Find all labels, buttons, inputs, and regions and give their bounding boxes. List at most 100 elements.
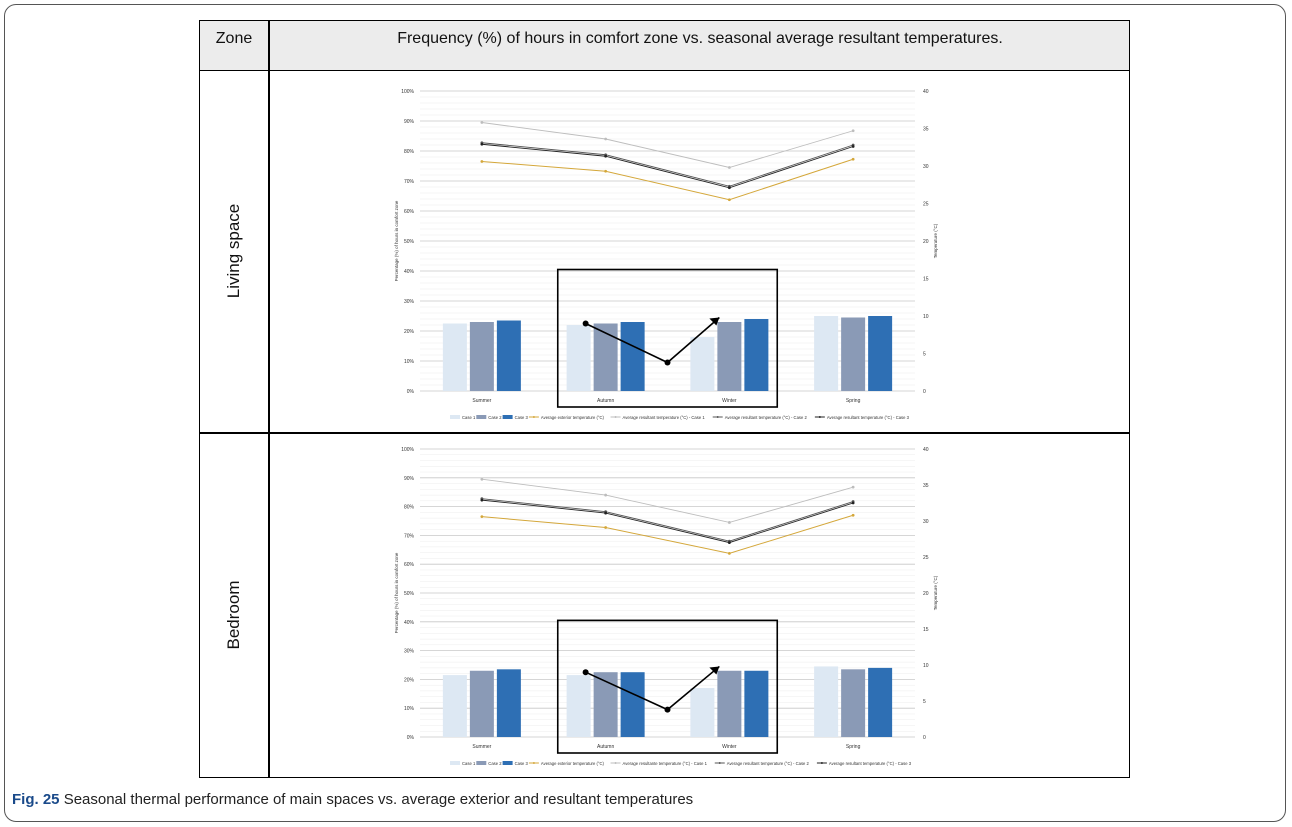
legend-label: Average resultant temperature (°C) - Cas… — [623, 415, 706, 420]
legend-swatch-dot — [818, 416, 821, 418]
bar-case-2 — [469, 322, 494, 391]
y-tick-label: 100% — [401, 447, 414, 453]
bar-case-1 — [814, 316, 839, 391]
y2-tick-label: 15 — [923, 277, 929, 283]
y-tick-label: 80% — [404, 505, 415, 511]
y2-tick-label: 35 — [923, 127, 929, 133]
y2-tick-label: 5 — [923, 352, 926, 358]
figure-caption: Fig. 25 Seasonal thermal performance of … — [12, 791, 693, 808]
legend-label: Average exterior temperature (°C) — [541, 415, 605, 420]
legend-swatch-dot — [716, 416, 719, 418]
caption-text: Seasonal thermal performance of main spa… — [63, 791, 694, 808]
series-point — [480, 498, 484, 502]
zone-label-living: Living space — [224, 203, 243, 299]
y2-tick-label: 10 — [923, 314, 929, 320]
y2-tick-label: 0 — [923, 735, 926, 741]
y-axis-title: Percentage (%) of hours in comfort zone — [394, 200, 399, 281]
bar-case-1 — [814, 666, 839, 737]
legend-label: Average resultante temperature (°C) - Ca… — [623, 761, 708, 766]
series-point — [851, 157, 855, 161]
bar-case-1 — [566, 325, 591, 391]
category-label: Summer — [472, 744, 491, 750]
series-point — [727, 198, 731, 202]
legend-swatch — [502, 761, 513, 765]
category-label: Autumn — [597, 744, 614, 750]
bar-case-2 — [469, 670, 494, 737]
series-point — [604, 169, 608, 173]
series-line — [481, 142, 854, 187]
category-label: Winter — [722, 744, 737, 750]
series-line — [481, 478, 854, 523]
legend-swatch-dot — [532, 762, 535, 764]
y-tick-label: 60% — [404, 562, 415, 568]
series-point — [604, 526, 608, 529]
legend-swatch — [450, 415, 460, 419]
bar-case-3 — [868, 667, 893, 737]
legend-label: Case 1 — [462, 415, 476, 420]
legend-label: Average resultant temperature (°C) - Cas… — [727, 761, 810, 766]
y-tick-label: 50% — [404, 239, 415, 245]
header-frequency: Frequency (%) of hours in comfort zone v… — [397, 30, 1003, 47]
annotation-arrowhead — [709, 317, 720, 326]
y-tick-label: 90% — [404, 476, 415, 482]
row-divider — [200, 432, 1129, 434]
y2-tick-label: 0 — [923, 389, 926, 395]
legend-swatch-dot — [532, 416, 535, 418]
series-point — [480, 142, 484, 146]
series-point — [604, 493, 608, 497]
y-axis-title: Percentage (%) of hours in comfort zone — [394, 552, 399, 633]
category-label: Spring — [846, 398, 861, 404]
annotation-arrowhead — [709, 666, 720, 675]
bar-case-3 — [744, 670, 769, 737]
y2-tick-label: 40 — [923, 89, 929, 95]
y2-tick-label: 20 — [923, 239, 929, 245]
legend-label: Case 1 — [462, 761, 476, 766]
bar-case-2 — [593, 323, 618, 391]
bar-case-2 — [841, 317, 866, 391]
series-point — [851, 513, 855, 517]
y-tick-label: 0% — [407, 735, 415, 741]
legend-swatch — [476, 415, 487, 419]
series-point — [480, 515, 484, 519]
series-line — [481, 499, 854, 544]
series-line — [481, 158, 854, 201]
y-tick-label: 30% — [404, 299, 415, 305]
series-point — [604, 511, 608, 515]
y-tick-label: 0% — [407, 389, 415, 395]
series-point — [727, 521, 731, 524]
figure-frame — [4, 4, 1286, 822]
y-tick-label: 50% — [404, 591, 415, 597]
bar-case-3 — [868, 316, 893, 391]
bar-case-1 — [690, 337, 715, 391]
chart-bedroom: 0% 10% 20% 30% 40% 50% 60% 70% 80% 90% 100% 0 5 10 15 2… — [394, 447, 938, 766]
series-point — [727, 541, 731, 544]
caption-label: Fig. 25 — [12, 791, 60, 808]
bar-case-1 — [566, 675, 591, 737]
series-point — [727, 186, 731, 190]
y-tick-label: 40% — [404, 269, 415, 275]
legend-label: Case 2 — [488, 761, 502, 766]
y2-tick-label: 15 — [923, 627, 929, 633]
y2-tick-label: 30 — [923, 164, 929, 170]
y-tick-label: 70% — [404, 179, 415, 185]
zone-label-bedroom: Bedroom — [224, 580, 243, 650]
legend-swatch-dot — [718, 762, 721, 764]
bar-case-1 — [442, 675, 467, 737]
y2-tick-label: 40 — [923, 447, 929, 453]
y2-tick-label: 30 — [923, 519, 929, 525]
series-point — [604, 154, 608, 158]
series-point — [480, 121, 484, 124]
category-label: Spring — [846, 744, 861, 750]
bar-case-3 — [620, 672, 645, 737]
y2-tick-label: 20 — [923, 591, 929, 597]
bar-case-3 — [744, 319, 769, 391]
annotation-box — [556, 268, 779, 408]
y2-tick-label: 25 — [923, 202, 929, 208]
bar-case-2 — [593, 672, 618, 737]
y-tick-label: 90% — [404, 119, 415, 125]
chart-living-space: 0% 10% 20% 30% 40% 50% 60% 70% 80% 90% 100% 0 5 10 15 2… — [394, 89, 938, 420]
y-tick-label: 60% — [404, 209, 415, 215]
y-tick-label: 30% — [404, 649, 415, 655]
legend-label: Case 2 — [488, 415, 502, 420]
series-point — [727, 552, 731, 555]
